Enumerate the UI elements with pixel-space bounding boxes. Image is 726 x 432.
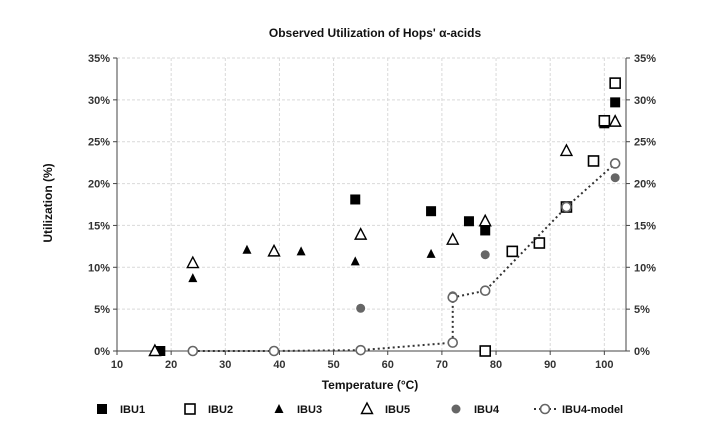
x-tick-label: 40 (273, 359, 285, 371)
data-point (480, 222, 490, 232)
legend-label: IBU2 (208, 404, 233, 416)
chart-title: Observed Utilization of Hops' α-acids (269, 26, 482, 40)
legend-marker (539, 403, 551, 415)
axes (113, 57, 630, 355)
legend-marker (97, 404, 107, 414)
data-point (479, 345, 492, 357)
plot-area (148, 77, 622, 357)
data-point (479, 285, 491, 297)
data-point (559, 143, 574, 157)
data-point (478, 213, 492, 227)
legend-label: IBU1 (120, 404, 145, 416)
data-point (610, 97, 621, 108)
data-point (426, 206, 437, 217)
legend-label: IBU4 (474, 404, 500, 416)
y-tick-label: 25% (88, 137, 110, 149)
series-ibu4 (188, 173, 620, 356)
data-point (354, 227, 368, 240)
legend-marker (274, 404, 284, 413)
x-tick-label: 90 (544, 359, 556, 371)
legend-item: IBU5 (360, 401, 410, 416)
data-point (609, 158, 621, 169)
legend-label: IBU4-model (562, 404, 623, 416)
legend-item: IBU2 (184, 403, 233, 416)
legend-label: IBU5 (385, 404, 410, 416)
y2-tick-label: 0% (634, 346, 650, 358)
x-tick-label: 20 (165, 359, 177, 371)
data-point (447, 292, 459, 303)
data-point (242, 244, 252, 254)
data-point (561, 201, 572, 213)
legend-marker (451, 404, 461, 414)
data-point (587, 155, 600, 167)
y2-tick-label: 30% (634, 95, 656, 107)
legend-item: IBU3 (274, 404, 322, 416)
legend-marker (184, 403, 196, 415)
x-axis-title: Temperature (°C) (322, 378, 419, 392)
data-point (447, 337, 459, 348)
y2-tick-label: 35% (634, 53, 656, 65)
data-point (480, 250, 490, 260)
data-point (355, 344, 366, 356)
legend-label: IBU3 (297, 404, 322, 416)
x-tick-label: 50 (327, 359, 339, 371)
y2-tick-label: 15% (634, 220, 656, 232)
x-tick-label: 100 (595, 359, 613, 371)
data-point (446, 232, 460, 245)
x-tick-label: 30 (219, 359, 231, 371)
data-point (148, 343, 162, 357)
series-ibu3 (188, 222, 490, 283)
y-tick-label: 30% (88, 95, 110, 107)
data-point (350, 256, 360, 266)
data-point (155, 346, 166, 356)
x-tick-label: 80 (490, 359, 502, 371)
y2-tick-label: 20% (634, 179, 656, 191)
tick-labels: 10 20 30 40 50 60 70 80 90 100 0% 0% 5% 5% 10% 10% 15% 15… (88, 53, 656, 371)
data-point (610, 173, 620, 183)
y-tick-label: 0% (94, 346, 110, 358)
data-point (608, 114, 622, 127)
x-tick-label: 10 (111, 359, 123, 371)
data-point (426, 248, 436, 258)
grid (117, 57, 626, 351)
series-ibu4-model (187, 158, 621, 357)
y-tick-label: 5% (94, 304, 110, 316)
data-point (463, 216, 474, 227)
y-tick-label: 20% (88, 179, 110, 191)
data-point (186, 255, 200, 269)
data-point (356, 303, 366, 313)
y2-tick-label: 25% (634, 137, 656, 149)
data-point (609, 77, 621, 89)
legend-marker (360, 401, 374, 415)
data-point (350, 194, 361, 205)
data-point (598, 114, 611, 127)
series-ibu1 (155, 97, 621, 356)
data-point (296, 246, 306, 256)
legend-item: IBU4 (451, 404, 500, 416)
legend-item: IBU4-model (534, 403, 623, 416)
data-point (506, 245, 519, 258)
data-point (268, 345, 280, 357)
data-point (187, 345, 199, 357)
legend: IBU1 IBU2 IBU3 IBU5 IBU4 IBU4-model (97, 401, 623, 416)
y2-tick-label: 5% (634, 304, 650, 316)
x-tick-label: 70 (436, 359, 448, 371)
data-point (188, 273, 198, 283)
y-axis-title: Utilization (%) (41, 163, 55, 242)
legend-item: IBU1 (97, 404, 145, 416)
x-tick-label: 60 (382, 359, 394, 371)
data-point (267, 243, 281, 257)
data-point (533, 237, 546, 249)
y2-tick-label: 10% (634, 262, 656, 274)
y-tick-label: 15% (88, 220, 110, 232)
y-tick-label: 35% (88, 53, 110, 65)
series-ibu5 (148, 114, 622, 357)
series-line (192, 162, 616, 352)
y-tick-label: 10% (88, 262, 110, 274)
